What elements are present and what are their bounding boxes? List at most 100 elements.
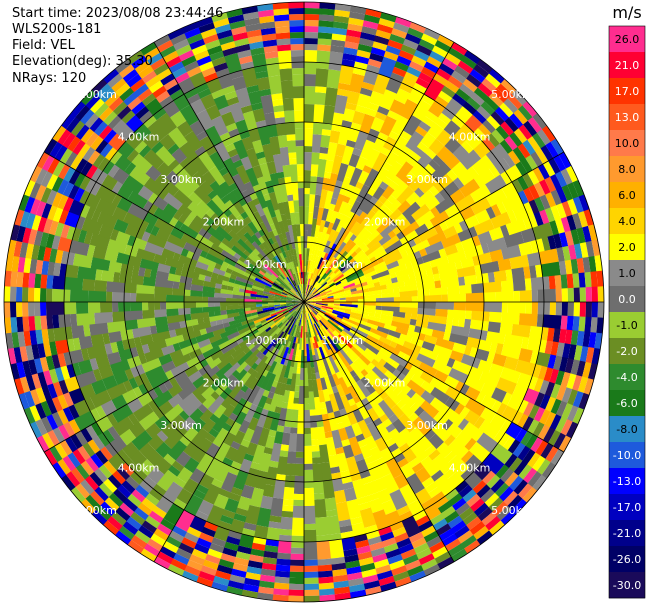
colorbar-tick-label: -1.0 bbox=[616, 319, 637, 332]
ppi-gate bbox=[338, 408, 347, 417]
ppi-gate bbox=[295, 433, 304, 452]
ppi-gate bbox=[116, 483, 132, 499]
ppi-gate bbox=[178, 49, 195, 62]
ppi-gate bbox=[175, 71, 191, 84]
ppi-gate bbox=[177, 376, 193, 391]
ppi-gate bbox=[311, 134, 322, 153]
ppi-gate bbox=[132, 326, 152, 339]
ppi-gate bbox=[213, 442, 231, 463]
ppi-gate bbox=[55, 248, 64, 264]
ppi-gate bbox=[303, 409, 311, 429]
ppi-gate bbox=[209, 413, 220, 424]
ppi-gate bbox=[153, 556, 171, 570]
ppi-gate bbox=[511, 179, 524, 194]
ppi-gate bbox=[493, 270, 507, 283]
ppi-gate bbox=[95, 505, 112, 521]
ppi-gate bbox=[168, 126, 189, 149]
ppi-gate bbox=[292, 302, 304, 307]
ppi-gate bbox=[181, 55, 198, 67]
ppi-gate bbox=[78, 335, 93, 350]
ppi-gate bbox=[316, 314, 322, 320]
ppi-gate bbox=[231, 75, 248, 91]
ppi-gate bbox=[480, 488, 495, 504]
ppi-gate bbox=[524, 278, 532, 291]
ppi-gate bbox=[385, 423, 396, 434]
ppi-gate bbox=[80, 160, 94, 176]
ppi-gate bbox=[107, 73, 124, 88]
colorbar-bin bbox=[609, 494, 645, 521]
ppi-gate bbox=[553, 355, 563, 371]
ppi-gate bbox=[541, 125, 557, 143]
range-label: 2.00km bbox=[203, 215, 245, 228]
ppi-gate bbox=[375, 302, 382, 307]
ppi-gate bbox=[304, 206, 310, 225]
ppi-gate bbox=[279, 245, 285, 253]
ppi-gate bbox=[304, 44, 319, 51]
ppi-gate bbox=[418, 361, 438, 378]
ppi-gate bbox=[537, 129, 551, 146]
ppi-gate bbox=[166, 308, 179, 317]
ppi-gate bbox=[489, 68, 506, 85]
ppi-gate bbox=[543, 161, 556, 178]
radial-line bbox=[153, 41, 305, 303]
ppi-gate bbox=[280, 302, 299, 307]
ppi-gate bbox=[269, 327, 280, 338]
ppi-gate bbox=[286, 302, 299, 304]
ppi-gate bbox=[312, 310, 317, 316]
ppi-gate bbox=[298, 205, 305, 225]
ppi-gate bbox=[347, 398, 356, 407]
ppi-gate bbox=[390, 565, 408, 577]
ppi-gate bbox=[374, 111, 388, 122]
ppi-gate bbox=[286, 341, 292, 348]
ppi-gate bbox=[269, 290, 287, 298]
ppi-gate bbox=[251, 233, 262, 247]
ppi-gate bbox=[307, 224, 313, 237]
ppi-gate bbox=[328, 270, 334, 277]
ppi-gate bbox=[291, 342, 296, 349]
ppi-gate bbox=[451, 497, 467, 512]
ppi-gate bbox=[190, 427, 209, 448]
ppi-gate bbox=[292, 343, 298, 356]
ppi-gate bbox=[357, 501, 371, 511]
ppi-gate bbox=[365, 107, 378, 118]
ppi-gate bbox=[247, 343, 255, 351]
ppi-gate bbox=[271, 285, 283, 293]
ppi-gate bbox=[40, 400, 52, 417]
colorbar-bin bbox=[609, 52, 645, 79]
ppi-gate bbox=[438, 269, 459, 281]
ppi-gate bbox=[350, 346, 362, 358]
ppi-gate bbox=[310, 367, 316, 374]
ppi-gate bbox=[470, 197, 492, 216]
ppi-gate bbox=[446, 357, 456, 369]
ppi-gate bbox=[16, 316, 24, 333]
ppi-gate bbox=[58, 163, 71, 180]
ppi-gate bbox=[352, 323, 370, 335]
ppi-gate bbox=[215, 319, 223, 326]
ppi-gate bbox=[346, 365, 354, 373]
ppi-gate bbox=[210, 335, 230, 349]
ppi-gate bbox=[267, 319, 274, 325]
ppi-gate bbox=[217, 273, 230, 282]
ppi-gate bbox=[179, 223, 199, 239]
ppi-gate bbox=[104, 342, 113, 355]
ppi-gate bbox=[262, 39, 278, 48]
ppi-gate bbox=[375, 305, 382, 311]
ppi-gate bbox=[307, 306, 317, 317]
ppi-gate bbox=[258, 15, 276, 24]
ppi-gate bbox=[191, 417, 206, 433]
ppi-gate bbox=[183, 301, 197, 309]
ppi-gate bbox=[495, 291, 515, 303]
ppi-gate bbox=[273, 111, 286, 119]
ppi-gate bbox=[292, 499, 304, 506]
ppi-gate bbox=[508, 457, 523, 473]
ppi-gate bbox=[499, 102, 515, 118]
ppi-gate bbox=[420, 558, 438, 571]
ppi-gate bbox=[142, 200, 154, 212]
ppi-gate bbox=[293, 97, 305, 111]
ppi-gate bbox=[180, 172, 200, 192]
ppi-gate bbox=[180, 342, 200, 356]
ppi-gate bbox=[300, 235, 305, 243]
ppi-gate bbox=[147, 52, 164, 66]
ppi-gate bbox=[169, 348, 184, 361]
ppi-gate bbox=[107, 425, 120, 440]
